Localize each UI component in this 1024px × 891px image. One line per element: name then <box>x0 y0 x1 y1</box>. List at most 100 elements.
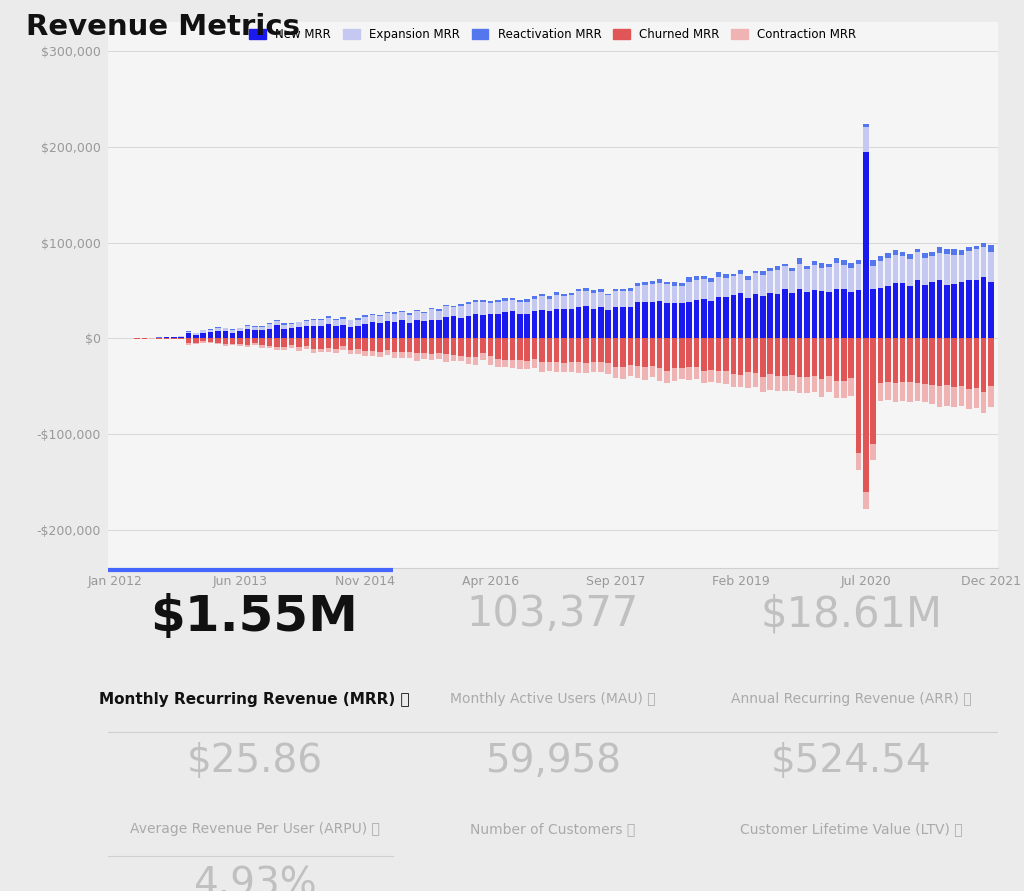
Bar <box>694 339 699 367</box>
Bar <box>458 339 464 356</box>
Bar <box>466 339 471 357</box>
Bar <box>266 329 272 339</box>
Bar <box>208 330 213 332</box>
Bar <box>185 343 191 345</box>
Bar <box>340 317 346 319</box>
Bar <box>679 303 685 339</box>
Bar <box>621 291 626 307</box>
Bar <box>274 320 280 321</box>
Bar <box>907 286 912 339</box>
Bar <box>790 293 795 339</box>
Bar <box>930 256 935 282</box>
Bar <box>414 311 420 320</box>
Bar <box>826 292 831 339</box>
Bar <box>443 305 449 307</box>
Bar <box>834 339 840 381</box>
Bar <box>782 376 787 391</box>
Bar <box>819 264 824 268</box>
Bar <box>171 337 176 339</box>
Bar <box>804 266 810 269</box>
Bar <box>967 339 972 388</box>
Bar <box>377 323 383 339</box>
Bar <box>612 290 618 291</box>
Bar <box>863 492 868 509</box>
Bar <box>849 379 854 396</box>
Bar <box>694 281 699 299</box>
Bar <box>922 257 928 284</box>
Bar <box>531 296 538 299</box>
Bar <box>215 331 221 339</box>
Bar <box>944 285 949 339</box>
Bar <box>407 352 412 358</box>
Bar <box>215 328 221 331</box>
Bar <box>517 314 522 339</box>
Bar <box>178 337 184 339</box>
Bar <box>503 312 508 339</box>
Bar <box>407 315 412 323</box>
Bar <box>399 320 404 339</box>
Bar <box>370 315 376 322</box>
Bar <box>547 339 552 362</box>
Bar <box>318 339 324 348</box>
Bar <box>849 292 854 339</box>
Bar <box>958 339 965 386</box>
Bar <box>355 320 360 325</box>
Bar <box>259 327 265 330</box>
Bar <box>944 339 949 385</box>
Bar <box>355 339 360 349</box>
Bar <box>826 376 831 392</box>
Bar <box>730 276 736 296</box>
Bar <box>429 307 434 309</box>
Bar <box>568 309 574 339</box>
Bar <box>797 377 803 393</box>
Bar <box>487 301 494 304</box>
Bar <box>797 264 803 289</box>
Bar <box>289 323 294 328</box>
Bar <box>753 339 758 372</box>
Bar <box>282 329 287 339</box>
Bar <box>635 286 640 302</box>
Bar <box>303 322 309 326</box>
Bar <box>694 299 699 339</box>
Bar <box>922 384 928 402</box>
Bar <box>745 275 751 281</box>
Bar <box>517 339 522 360</box>
Bar <box>333 320 339 325</box>
Bar <box>930 252 935 256</box>
Bar <box>716 272 721 277</box>
Bar <box>480 339 485 354</box>
Bar <box>709 278 714 282</box>
Bar <box>495 300 501 302</box>
Bar <box>436 353 441 359</box>
Bar <box>377 352 383 356</box>
Bar <box>584 363 589 372</box>
Bar <box>517 302 522 314</box>
Bar <box>274 325 280 339</box>
Bar <box>893 339 898 383</box>
Bar <box>981 242 986 247</box>
Bar <box>185 339 191 343</box>
Bar <box>451 339 457 355</box>
Bar <box>311 349 316 353</box>
Bar <box>649 282 655 284</box>
Bar <box>348 350 353 354</box>
Bar <box>907 382 912 402</box>
Bar <box>274 321 280 325</box>
Bar <box>473 300 478 302</box>
Bar <box>958 256 965 282</box>
Bar <box>222 328 228 331</box>
Bar <box>238 339 243 344</box>
Bar <box>878 339 884 382</box>
Bar <box>914 281 921 339</box>
Bar <box>598 289 603 292</box>
Bar <box>701 279 707 299</box>
Bar <box>185 331 191 333</box>
Bar <box>443 317 449 339</box>
Bar <box>937 280 942 339</box>
Bar <box>782 290 787 339</box>
Bar <box>657 339 663 368</box>
Bar <box>723 339 729 371</box>
Bar <box>856 290 861 339</box>
Text: 4.93%: 4.93% <box>193 865 316 891</box>
Text: Monthly Recurring Revenue (MRR) ⓘ: Monthly Recurring Revenue (MRR) ⓘ <box>99 692 410 707</box>
